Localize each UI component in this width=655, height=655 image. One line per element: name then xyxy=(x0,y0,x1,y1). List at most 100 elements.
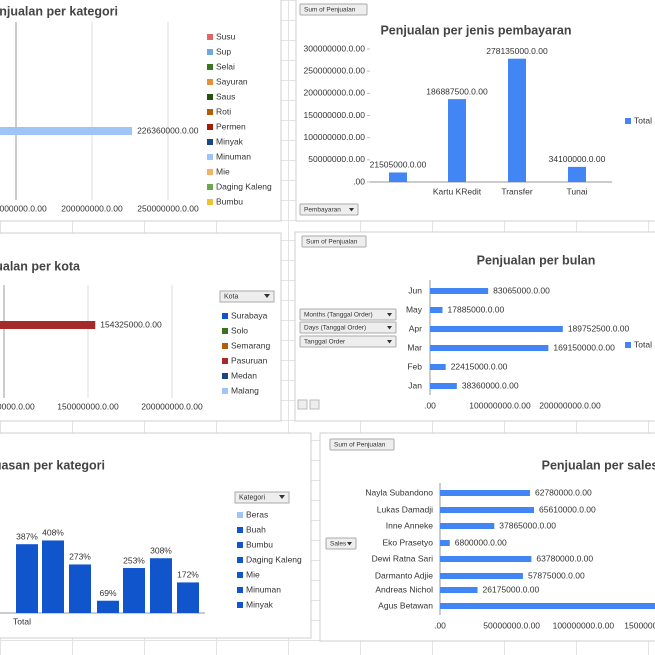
legend-label: Susu xyxy=(216,31,236,41)
bar xyxy=(430,364,446,370)
bar xyxy=(42,540,64,613)
value-label: 65610000.0.00 xyxy=(539,504,596,514)
legend-label: Total xyxy=(634,115,652,125)
value-label: 34100000.0.00 xyxy=(549,154,606,164)
x-tick-label: 150000000.0.00 xyxy=(624,620,655,630)
value-label: 69% xyxy=(99,588,116,598)
pivot-button[interactable] xyxy=(299,321,397,334)
legend-label: Bumbu xyxy=(246,539,273,549)
pivot-button[interactable] xyxy=(301,235,367,248)
bar xyxy=(440,523,495,529)
value-label: 169150000.0.00 xyxy=(553,342,615,352)
bar xyxy=(430,345,549,351)
legend-label: Surabaya xyxy=(231,310,268,320)
bar xyxy=(150,558,172,613)
category-label: Lukas Damadji xyxy=(377,504,433,514)
bar xyxy=(177,582,199,613)
legend-label: Mie xyxy=(246,569,260,579)
pivot-button[interactable] xyxy=(299,203,359,216)
chart-title: Kepuasan per kategori xyxy=(0,458,105,472)
bar xyxy=(430,307,443,313)
x-tick-label: 50000000.0.00 xyxy=(483,620,540,630)
legend-swatch xyxy=(237,587,243,593)
category-label: May xyxy=(406,304,423,314)
value-label: 63780000.0.00 xyxy=(536,553,593,563)
expand-button[interactable] xyxy=(297,399,308,410)
bar xyxy=(440,556,532,562)
legend-label: Pasuruan xyxy=(231,355,268,365)
legend-swatch xyxy=(207,94,213,100)
value-label: 17885000.0.00 xyxy=(448,304,505,314)
legend-title: Kategori xyxy=(239,494,266,501)
pivot-button-label: Sum of Penjualan xyxy=(304,7,356,14)
pivot-button-label: Sales xyxy=(330,541,347,548)
bar xyxy=(69,564,91,613)
category-label: Mar xyxy=(407,342,422,352)
bar xyxy=(440,490,530,496)
legend-label: Selai xyxy=(216,61,235,71)
legend-label: Minuman xyxy=(216,151,251,161)
legend-swatch xyxy=(207,169,213,175)
pivot-button[interactable] xyxy=(329,438,395,451)
x-tick-label: 100000000.0.00 xyxy=(0,401,35,411)
legend-swatch xyxy=(625,118,631,124)
dropdown-arrow xyxy=(264,294,270,298)
legend-swatch xyxy=(237,527,243,533)
collapse-button[interactable] xyxy=(309,399,320,410)
category-label: Dewi Ratna Sari xyxy=(372,553,434,563)
legend-swatch xyxy=(222,388,228,394)
chart-panel xyxy=(0,0,282,222)
legend-dropdown[interactable] xyxy=(219,290,275,303)
legend-label: Daging Kaleng xyxy=(216,181,272,191)
bar xyxy=(430,326,563,332)
chart-title: Penjualan per kota xyxy=(0,259,81,273)
bar xyxy=(430,383,457,389)
pivot-button-label: Pembayaran xyxy=(304,207,341,214)
legend-swatch xyxy=(237,557,243,563)
legend-swatch xyxy=(222,328,228,334)
legend-swatch xyxy=(625,342,631,348)
legend-swatch xyxy=(207,184,213,190)
bar xyxy=(440,587,478,593)
legend-label: Medan xyxy=(231,370,257,380)
value-label: 226360000.0.00 xyxy=(137,125,199,135)
category-label: Kartu KRedit xyxy=(433,186,482,196)
legend-label: Solo xyxy=(231,325,248,335)
value-label: 186887500.0.00 xyxy=(426,86,488,96)
legend-swatch xyxy=(207,124,213,130)
pivot-button-label: Tanggal Order xyxy=(304,339,346,346)
x-tick-label: 150000000.0.00 xyxy=(57,401,119,411)
bar xyxy=(97,600,119,613)
x-tick-label: 100000000.0.00 xyxy=(469,400,531,410)
x-tick-label: 200000000.0.00 xyxy=(61,203,123,213)
legend-label: Minuman xyxy=(246,584,281,594)
y-tick-label: 100000000.0.00 xyxy=(304,132,366,142)
legend-label: Daging Kaleng xyxy=(246,554,302,564)
value-label: 408% xyxy=(42,528,64,538)
legend-label: Permen xyxy=(216,121,246,131)
legend-swatch xyxy=(207,154,213,160)
value-label: 38360000.0.00 xyxy=(462,380,519,390)
category-label: Apr xyxy=(409,323,422,333)
x-tick-label: .00 xyxy=(434,620,446,630)
legend-swatch xyxy=(237,512,243,518)
pivot-button[interactable] xyxy=(325,537,357,550)
legend-label: Total xyxy=(634,339,652,349)
legend-swatch xyxy=(207,79,213,85)
legend-swatch xyxy=(207,34,213,40)
dropdown-arrow xyxy=(347,542,352,546)
category-label: Darmanto Adjie xyxy=(375,570,433,580)
value-label: 57875000.0.00 xyxy=(528,570,585,580)
pivot-button-label: Months (Tanggal Order) xyxy=(304,312,373,319)
value-label: 278135000.0.00 xyxy=(486,46,548,56)
pivot-button[interactable] xyxy=(299,3,368,16)
pivot-button[interactable] xyxy=(299,335,397,348)
y-tick-label: .00 xyxy=(353,176,365,186)
legend-dropdown[interactable] xyxy=(234,491,290,504)
y-tick-label: 200000000.0.00 xyxy=(304,88,366,98)
pivot-button[interactable] xyxy=(299,308,397,321)
value-label: 387% xyxy=(16,531,38,541)
legend-label: Semarang xyxy=(231,340,270,350)
